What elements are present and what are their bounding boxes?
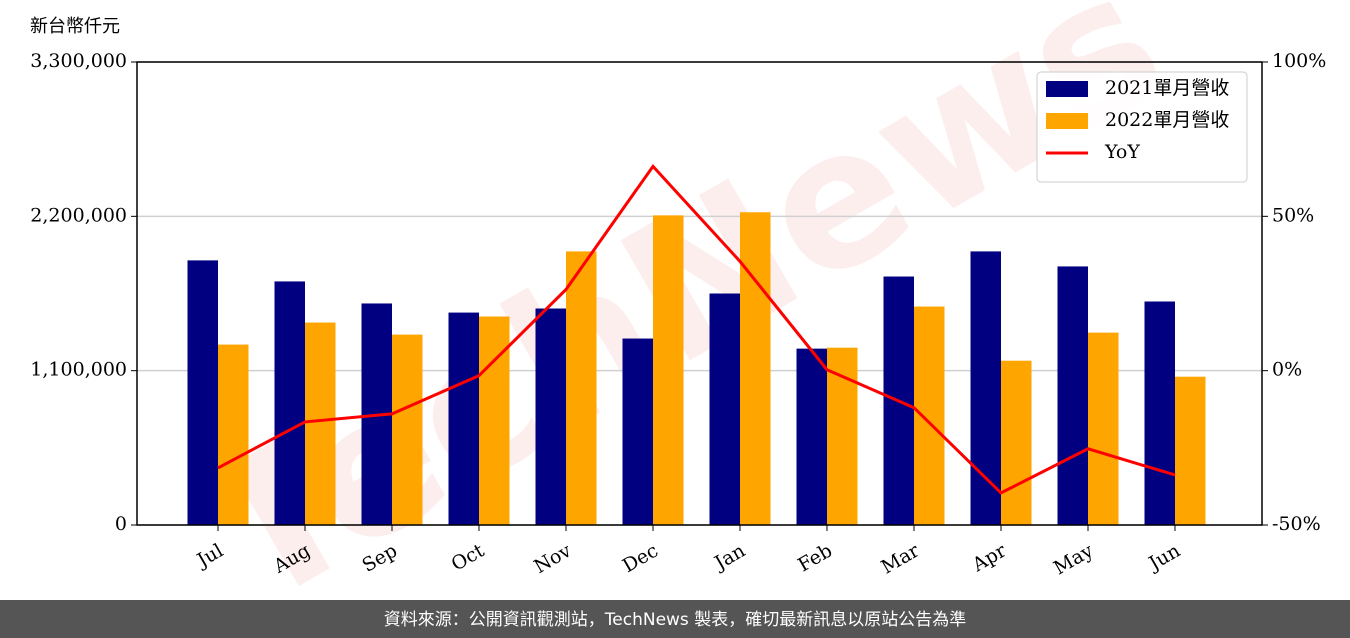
- y-tick-label: 2,200,000: [30, 204, 127, 226]
- footer-text: 資料來源：公開資訊觀測站，TechNews 製表，確切最新訊息以原站公告為準: [384, 610, 966, 630]
- bar: [970, 251, 1001, 525]
- footer-band: [0, 600, 1350, 638]
- bar: [1175, 376, 1206, 525]
- y-axis-label: 新台幣仟元: [30, 16, 120, 37]
- y2-tick-label: 100%: [1272, 50, 1326, 72]
- bar: [1001, 360, 1032, 525]
- y-tick-label: 1,100,000: [30, 359, 127, 381]
- x-tick-label: Mar: [877, 539, 923, 578]
- bar: [1057, 266, 1088, 525]
- line: [217, 163, 1176, 495]
- x-tick-label: Dec: [619, 540, 662, 578]
- bar: [1144, 301, 1175, 525]
- bar: [796, 348, 827, 525]
- y2-tick-label: 50%: [1272, 204, 1314, 226]
- bar: [1088, 332, 1119, 525]
- x-tick-label: Jan: [709, 540, 749, 576]
- y2-tick-label: 0%: [1272, 359, 1302, 381]
- bar: [392, 334, 423, 525]
- y-tick-label: 3,300,000: [30, 50, 127, 72]
- legend-box: [1036, 71, 1248, 183]
- bar: [709, 293, 740, 525]
- x-tick-label: Feb: [794, 540, 836, 577]
- legend-label: 2022單月營收: [1105, 109, 1229, 131]
- bar: [274, 281, 305, 525]
- bar: [827, 347, 858, 525]
- legend-swatch: [1046, 113, 1088, 129]
- x-tick-label: May: [1050, 539, 1097, 579]
- bar: [218, 344, 249, 525]
- bar: [305, 322, 336, 525]
- legend-label: 2021單月營收: [1105, 77, 1229, 99]
- x-tick-label: Apr: [968, 539, 1011, 576]
- bar: [479, 316, 510, 525]
- bar: [653, 215, 684, 526]
- legend-swatch: [1046, 81, 1088, 97]
- bar: [740, 212, 771, 526]
- bar: [622, 338, 653, 525]
- x-tick-label: Nov: [530, 539, 575, 578]
- y-tick-label: 0: [115, 513, 127, 535]
- y2-tick-label: -50%: [1272, 513, 1321, 535]
- bar: [535, 308, 566, 525]
- x-tick-label: Jun: [1143, 540, 1184, 576]
- legend-label: YoY: [1104, 141, 1140, 163]
- bar: [914, 306, 945, 525]
- bar: [448, 312, 479, 525]
- bar: [187, 260, 218, 525]
- bar: [566, 251, 597, 525]
- plot-frame: [136, 61, 1263, 526]
